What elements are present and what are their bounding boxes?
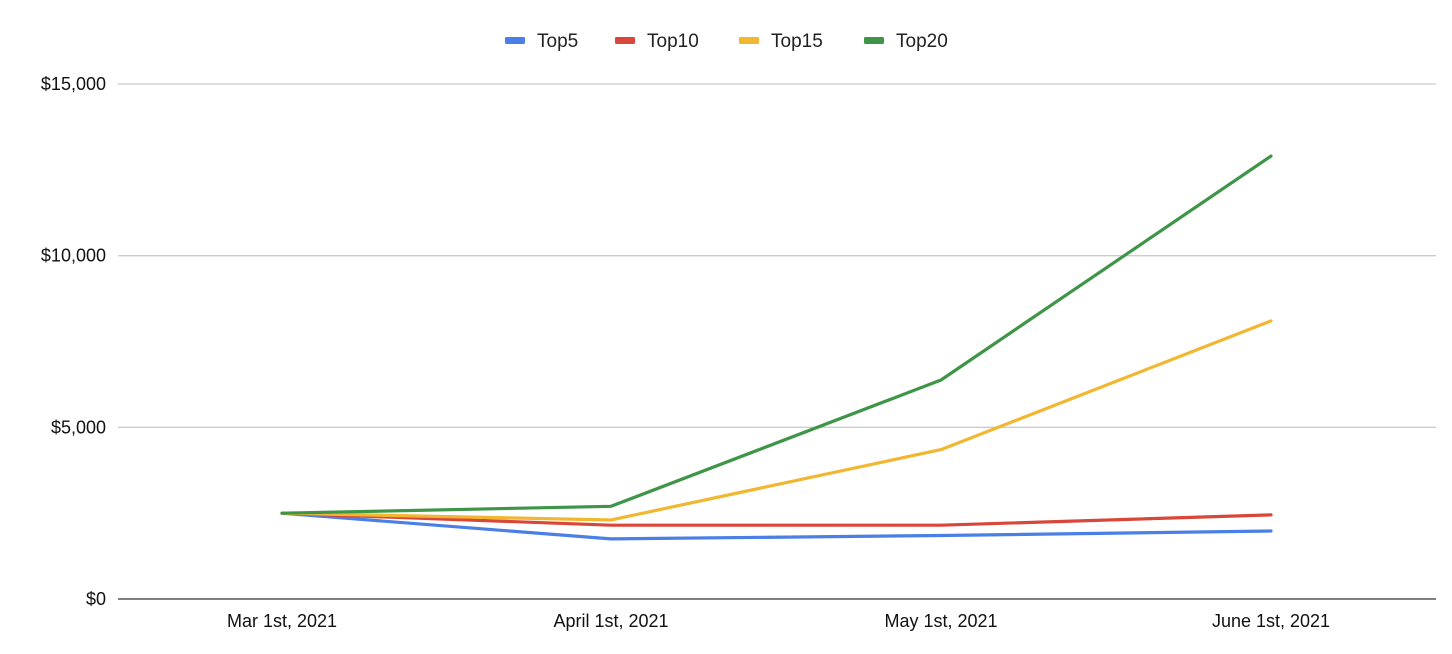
x-tick-label: Mar 1st, 2021 (227, 611, 337, 631)
chart-gridlines (118, 83, 1436, 428)
legend-item-top15: Top15 (739, 31, 823, 52)
chart-legend: Top5 Top10 Top15 Top20 (505, 31, 948, 52)
legend-swatch (615, 37, 635, 44)
series-line-top10 (280, 511, 1273, 527)
legend-label: Top10 (647, 31, 699, 52)
legend-label: Top15 (771, 31, 823, 52)
legend-item-top20: Top20 (864, 31, 948, 52)
y-tick-label: $10,000 (41, 246, 106, 266)
chart-series (280, 154, 1273, 541)
y-tick-label: $5,000 (51, 417, 106, 437)
legend-label: Top5 (537, 31, 578, 52)
legend-label: Top20 (896, 31, 948, 52)
series-line-top20 (280, 154, 1273, 515)
legend-item-top10: Top10 (615, 31, 699, 52)
series-line-top5 (280, 511, 1273, 541)
series-line-top15 (280, 319, 1273, 522)
x-tick-label: May 1st, 2021 (884, 611, 997, 631)
legend-swatch (864, 37, 884, 44)
legend-swatch (739, 37, 759, 44)
legend-item-top5: Top5 (505, 31, 578, 52)
x-tick-label: June 1st, 2021 (1212, 611, 1330, 631)
x-axis-tick-labels: Mar 1st, 2021 April 1st, 2021 May 1st, 202… (227, 611, 1330, 631)
legend-swatch (505, 37, 525, 44)
x-tick-label: April 1st, 2021 (553, 611, 668, 631)
y-axis-tick-labels: $0 $5,000 $10,000 $15,000 (41, 74, 106, 609)
y-tick-label: $15,000 (41, 74, 106, 94)
y-tick-label: $0 (86, 589, 106, 609)
